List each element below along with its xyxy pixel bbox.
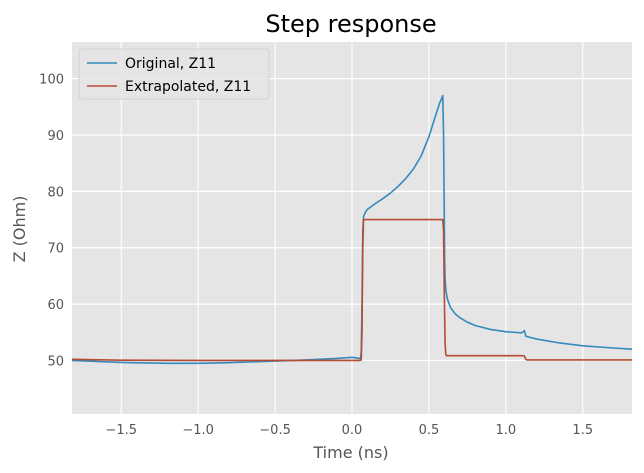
legend-label: Original, Z11 <box>125 56 216 72</box>
y-tick-label: 60 <box>47 298 64 313</box>
y-tick-label: 80 <box>47 185 64 200</box>
x-tick-label: −1.0 <box>182 423 214 438</box>
series-lines <box>72 94 632 365</box>
y-tick-label: 50 <box>47 354 64 369</box>
x-axis-label: Time (ns) <box>312 443 388 462</box>
series-line-2 <box>72 218 632 362</box>
y-tick-label: 70 <box>47 242 64 257</box>
y-axis-ticks: 50 60 70 80 90 100 <box>39 73 64 370</box>
y-tick-label: 100 <box>39 73 64 88</box>
chart-title: Step response <box>265 10 436 38</box>
x-tick-label: 1.5 <box>572 423 593 438</box>
x-tick-label: −1.5 <box>105 423 137 438</box>
y-tick-label: 90 <box>47 129 64 144</box>
legend: Original, Z11 Extrapolated, Z11 <box>78 48 270 100</box>
legend-label: Extrapolated, Z11 <box>125 79 251 95</box>
x-tick-label: −0.5 <box>259 423 291 438</box>
x-tick-label: 0.0 <box>342 423 363 438</box>
x-axis-ticks: −1.5 −1.0 −0.5 0.0 0.5 1.0 1.5 <box>105 423 593 438</box>
legend-frame <box>78 48 270 100</box>
x-tick-label: 0.5 <box>419 423 440 438</box>
y-axis-label: Z (Ohm) <box>10 196 29 263</box>
x-tick-label: 1.0 <box>496 423 517 438</box>
series-line-1 <box>72 94 632 365</box>
